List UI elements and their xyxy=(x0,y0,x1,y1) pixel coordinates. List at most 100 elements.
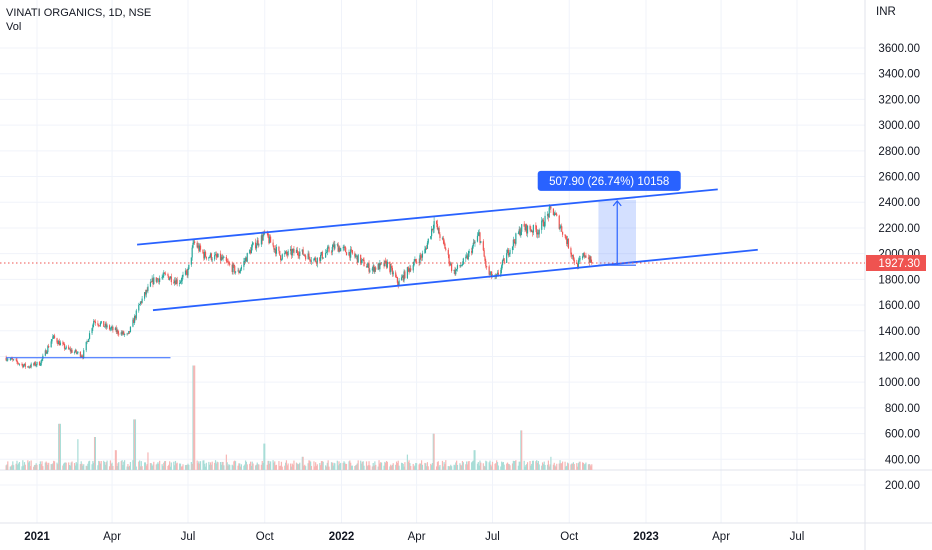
candle xyxy=(82,354,84,360)
volume-bar xyxy=(573,464,575,470)
volume-bar xyxy=(152,464,154,470)
candle xyxy=(437,227,439,234)
candle xyxy=(191,245,193,261)
candle xyxy=(327,244,329,249)
volume-bar xyxy=(354,466,356,470)
candle xyxy=(360,254,362,266)
volume-bar xyxy=(538,464,540,470)
volume-bars xyxy=(5,365,593,470)
volume-bar xyxy=(249,463,251,470)
candle xyxy=(44,348,46,357)
volume-bar xyxy=(390,466,393,470)
volume-bar xyxy=(500,466,502,470)
volume-bar xyxy=(196,460,198,470)
candle xyxy=(582,252,585,258)
volume-bar xyxy=(413,466,415,470)
volume-bar xyxy=(7,461,9,470)
volume-bar xyxy=(88,461,90,470)
candle xyxy=(114,326,117,331)
price-axis[interactable]: INR 3600.00 3400.00 3200.00 3000.00 2800.00 26… xyxy=(866,6,926,492)
volume-bar xyxy=(511,463,514,470)
candle xyxy=(202,249,204,255)
candle xyxy=(567,238,570,249)
volume-bar xyxy=(27,460,29,470)
candle xyxy=(583,251,585,259)
candle xyxy=(520,227,522,238)
candle xyxy=(237,267,239,272)
volume-bar xyxy=(546,464,549,470)
candle xyxy=(17,361,19,366)
candle xyxy=(407,266,409,273)
volume-bar xyxy=(287,463,289,470)
volume-bar xyxy=(471,462,473,470)
candle xyxy=(367,262,369,269)
candle xyxy=(141,296,143,304)
volume-bar xyxy=(379,463,381,470)
volume-bar xyxy=(123,461,125,470)
candle xyxy=(371,266,373,274)
candle xyxy=(169,276,172,279)
volume-bar xyxy=(407,461,409,470)
volume-bar xyxy=(372,462,374,470)
volume-bar xyxy=(477,462,479,470)
candle xyxy=(526,225,529,238)
volume-bar xyxy=(9,466,11,470)
candle xyxy=(281,253,283,261)
candle xyxy=(30,362,32,369)
candle xyxy=(486,265,488,270)
candle xyxy=(295,247,298,253)
volume-bar xyxy=(345,463,347,470)
volume-bar xyxy=(488,462,490,470)
candle xyxy=(40,360,42,367)
volume-bar xyxy=(87,463,89,470)
time-axis[interactable]: 2021 Apr Jul Oct 2022 Apr Jul Oct 2023 Apr Jul xyxy=(24,531,804,543)
candle xyxy=(13,359,15,361)
candle xyxy=(560,225,562,229)
volume-bar xyxy=(157,462,159,470)
volume-bar xyxy=(360,460,362,470)
symbol-title[interactable]: VINATI ORGANICS, 1D, NSE xyxy=(6,7,152,19)
candle xyxy=(360,257,363,266)
volume-bar xyxy=(375,464,377,470)
volume-bar xyxy=(548,466,550,470)
volume-bar xyxy=(12,461,14,470)
volume-bar xyxy=(566,465,568,470)
volume-bar xyxy=(431,463,434,470)
volume-bar xyxy=(222,461,224,470)
candle xyxy=(118,331,120,337)
volume-bar xyxy=(263,443,265,470)
price-tick-label: 2400.00 xyxy=(878,197,920,209)
volume-bar xyxy=(147,452,149,470)
candle xyxy=(373,264,375,274)
candle xyxy=(188,264,190,270)
candle xyxy=(348,249,350,257)
candle xyxy=(427,238,429,245)
volume-bar xyxy=(99,463,102,470)
volume-bar xyxy=(176,462,178,470)
candle xyxy=(442,235,444,245)
volume-bar xyxy=(239,466,242,470)
volume-bar xyxy=(254,465,257,470)
candle xyxy=(145,289,147,298)
chart-drawings[interactable]: 507.90 (26.74%) 10158 xyxy=(0,170,865,359)
volume-indicator-label[interactable]: Vol xyxy=(6,21,22,33)
candle xyxy=(409,264,411,273)
volume-bar xyxy=(355,465,357,470)
volume-bar xyxy=(526,462,529,470)
volume-bar xyxy=(13,465,15,470)
volume-bar xyxy=(69,465,71,470)
volume-bar xyxy=(356,463,358,470)
volume-bar xyxy=(330,462,333,470)
volume-bar xyxy=(336,460,338,470)
candle xyxy=(99,321,102,327)
volume-bar xyxy=(503,464,505,470)
candle xyxy=(7,357,9,362)
candle xyxy=(85,341,87,353)
volume-bar xyxy=(367,465,369,470)
candle xyxy=(471,247,473,256)
volume-bar xyxy=(509,465,511,470)
candle xyxy=(144,289,147,297)
candle xyxy=(290,246,292,255)
volume-bar xyxy=(397,460,399,470)
